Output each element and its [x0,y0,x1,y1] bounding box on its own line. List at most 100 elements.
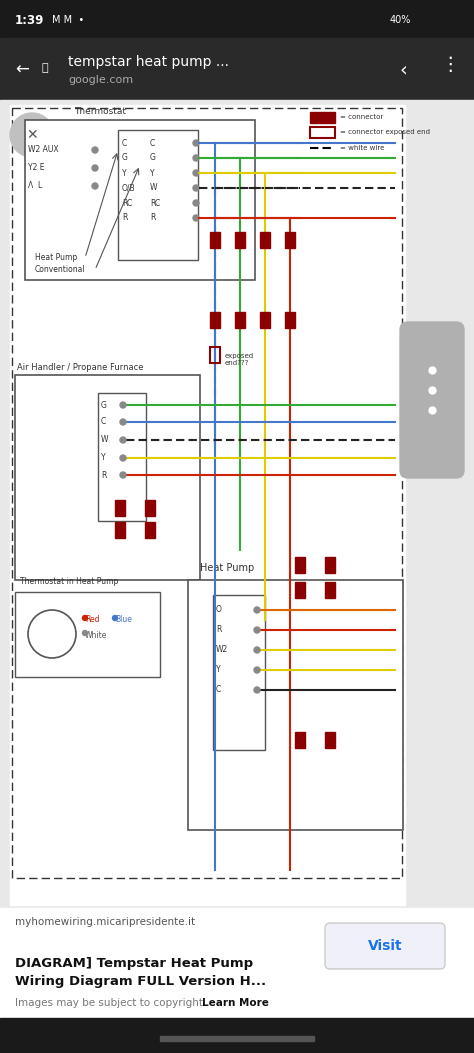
Text: G: G [122,154,128,162]
Text: RC: RC [122,199,132,207]
Bar [285,312,295,327]
Circle shape [92,165,98,171]
Circle shape [193,170,199,176]
Bar [295,732,305,748]
Text: = connector exposed end: = connector exposed end [340,130,430,135]
Circle shape [193,200,199,206]
Text: Thermostat in Heat Pump: Thermostat in Heat Pump [20,577,118,587]
Text: Heat Pump: Heat Pump [35,254,77,262]
Bar [188,580,403,830]
Circle shape [120,472,126,478]
Text: Y: Y [101,454,106,462]
Text: ✕: ✕ [26,128,38,142]
Bar [15,375,200,580]
Circle shape [10,113,54,157]
Circle shape [120,419,126,425]
Bar [210,312,220,327]
Text: Conventional: Conventional [35,265,86,275]
Text: 1:39: 1:39 [15,14,45,26]
Text: Learn More: Learn More [202,998,269,1008]
Bar [210,232,220,249]
Bar [235,232,245,249]
Circle shape [120,402,126,408]
Bar [12,108,402,878]
Text: O/B: O/B [122,183,136,193]
Circle shape [92,147,98,153]
Text: RC: RC [150,199,160,207]
Text: Air Handler / Propane Furnace: Air Handler / Propane Furnace [17,363,144,372]
Circle shape [112,616,118,620]
Text: R: R [101,471,106,479]
Bar [160,1036,314,1041]
Text: R: R [122,214,128,222]
Text: Thermostat: Thermostat [74,107,126,116]
FancyBboxPatch shape [325,923,445,969]
Text: White: White [85,631,108,639]
FancyBboxPatch shape [400,322,464,478]
Bar [213,595,265,750]
Text: ←: ← [15,61,29,79]
Circle shape [193,140,199,146]
Bar [310,127,335,138]
Bar [145,522,155,538]
Bar [25,120,255,280]
Text: G: G [101,400,107,410]
Circle shape [82,631,88,636]
Circle shape [254,627,260,633]
Bar [0,38,474,100]
Text: ‹: ‹ [400,60,408,79]
Text: myhomewiring.micaripresidente.it: myhomewiring.micaripresidente.it [15,917,195,927]
Circle shape [193,155,199,161]
Bar [115,500,125,516]
Bar [0,1018,474,1053]
Text: google.com: google.com [68,75,133,85]
Bar [118,130,198,260]
Text: Heat Pump: Heat Pump [200,563,254,573]
Circle shape [193,215,199,221]
Bar [115,522,125,538]
Circle shape [254,667,260,673]
Text: Y: Y [216,665,220,675]
Text: Blue: Blue [115,616,132,624]
Circle shape [254,687,260,693]
Bar [210,347,220,363]
Text: C: C [216,686,221,695]
Text: DIAGRAM] Tempstar Heat Pump: DIAGRAM] Tempstar Heat Pump [15,956,253,970]
Text: O: O [216,605,222,615]
Bar [295,557,305,573]
Circle shape [82,616,88,620]
Bar [0,100,474,915]
Bar [0,0,474,38]
Bar [10,105,405,905]
Circle shape [120,437,126,443]
Text: Wiring Diagram FULL Version H...: Wiring Diagram FULL Version H... [15,975,266,989]
Text: R: R [150,214,155,222]
Text: Red: Red [85,616,100,624]
Text: 40%: 40% [390,15,411,25]
Text: M M  •: M M • [52,15,84,25]
Bar [325,732,335,748]
Bar [325,582,335,598]
Text: W2: W2 [216,645,228,655]
Text: Λ  L: Λ L [28,181,42,191]
Text: C: C [150,139,155,147]
Bar [325,557,335,573]
Bar [295,582,305,598]
Circle shape [254,647,260,653]
Circle shape [120,455,126,461]
Bar [285,232,295,249]
Bar [235,312,245,327]
Bar [145,500,155,516]
Text: Y: Y [150,168,155,178]
Text: ⋮: ⋮ [440,56,459,75]
Text: Images may be subject to copyright.: Images may be subject to copyright. [15,998,206,1008]
Bar [15,592,160,677]
Circle shape [254,607,260,613]
Text: C: C [101,417,106,426]
Text: W: W [101,436,109,444]
Bar [260,232,270,249]
Circle shape [92,183,98,188]
Circle shape [193,185,199,191]
Text: Y: Y [122,168,127,178]
Text: W: W [150,183,157,193]
